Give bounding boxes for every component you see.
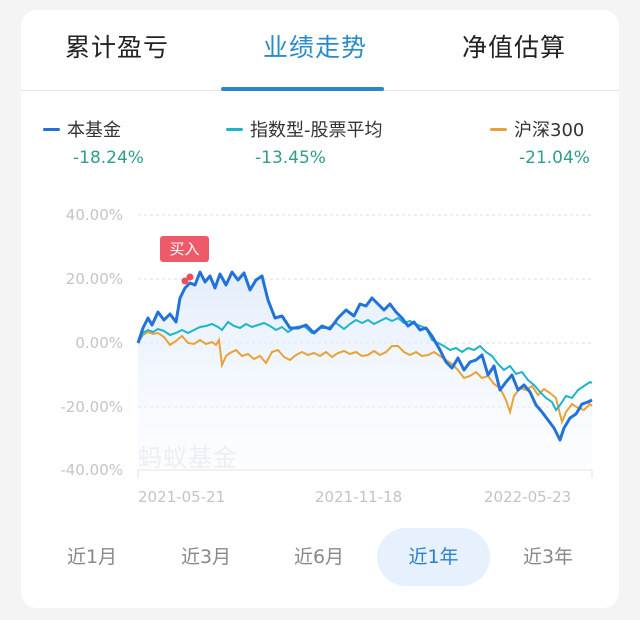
series-fund-line [136, 270, 593, 442]
y-tick-label: 20.00% [65, 270, 123, 288]
time-range-selector: 近1月 近3月 近6月 近1年 近3年 [0, 520, 640, 588]
legend-value: -21.04% [519, 148, 590, 168]
range-1-month[interactable]: 近1月 [66, 546, 118, 568]
x-tick-label: 2022-05-23 [484, 488, 572, 506]
y-tick-label: 40.00% [65, 206, 123, 224]
active-tab-indicator [221, 87, 384, 91]
range-3-years[interactable]: 近3年 [522, 546, 574, 568]
x-tick-label: 2021-11-18 [315, 488, 403, 506]
tab-nav-estimate[interactable]: 净值估算 [462, 33, 567, 62]
range-6-months[interactable]: 近6月 [293, 546, 345, 568]
x-tick-label: 2021-05-21 [138, 488, 226, 506]
legend-item-fund: 本基金 -18.24% [43, 116, 144, 168]
legend-swatch-csi300 [490, 127, 507, 131]
legend-value: -13.45% [255, 148, 326, 168]
series-index-avg-line [137, 316, 593, 412]
fund-area [138, 272, 592, 470]
legend-item-index-avg: 指数型-股票平均 -13.45% [226, 116, 383, 168]
y-tick-label: -20.00% [60, 398, 123, 416]
tab-performance-trend[interactable]: 业绩走势 [263, 33, 368, 62]
range-1-year[interactable]: 近1年 [377, 528, 490, 586]
performance-card: 累计盈亏 业绩走势 净值估算 [21, 10, 619, 608]
buy-point-marker[interactable] [186, 273, 194, 281]
buy-point-marker[interactable] [181, 277, 189, 285]
range-3-months[interactable]: 近3月 [180, 546, 232, 568]
y-tick-label: 0.00% [75, 334, 123, 352]
legend-swatch-index-avg [226, 127, 243, 131]
legend-label: 沪深300 [514, 120, 585, 141]
legend-swatch-fund [43, 127, 60, 131]
tab-cumulative-pnl[interactable]: 累计盈亏 [65, 33, 170, 62]
legend-value: -18.24% [73, 148, 144, 168]
buy-marker-label: 买入 [160, 236, 209, 262]
y-tick-label: -40.00% [60, 461, 123, 479]
legend-label: 本基金 [67, 120, 121, 141]
legend-label: 指数型-股票平均 [250, 120, 383, 141]
tab-bar: 累计盈亏 业绩走势 净值估算 [21, 10, 619, 91]
legend-item-csi300: 沪深300 -21.04% [490, 116, 590, 168]
